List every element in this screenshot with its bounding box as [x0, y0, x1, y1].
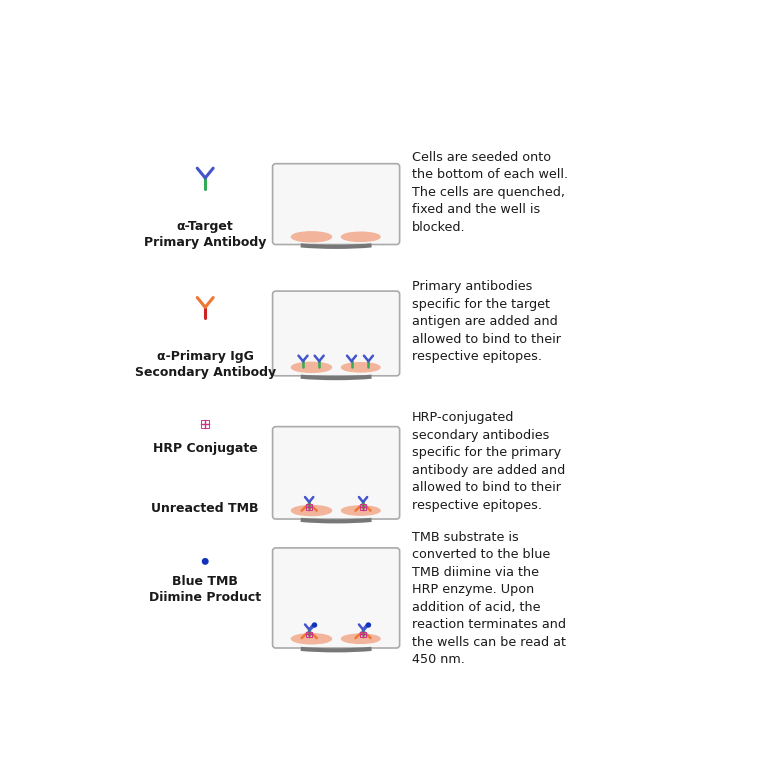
- Circle shape: [202, 558, 209, 565]
- Bar: [202, 420, 209, 428]
- Ellipse shape: [342, 506, 380, 515]
- Text: Cells are seeded onto
the bottom of each well.
The cells are quenched,
fixed and: Cells are seeded onto the bottom of each…: [412, 151, 568, 234]
- FancyBboxPatch shape: [273, 291, 400, 376]
- Text: α-Primary IgG
Secondary Antibody: α-Primary IgG Secondary Antibody: [134, 350, 276, 379]
- Text: Blue TMB
Diimine Product: Blue TMB Diimine Product: [149, 575, 261, 604]
- Ellipse shape: [342, 363, 380, 372]
- Text: HRP Conjugate: HRP Conjugate: [153, 442, 257, 455]
- Circle shape: [366, 623, 371, 628]
- Ellipse shape: [291, 231, 332, 242]
- Text: Primary antibodies
specific for the target
antigen are added and
allowed to bind: Primary antibodies specific for the targ…: [412, 280, 561, 364]
- Ellipse shape: [342, 634, 380, 643]
- Ellipse shape: [342, 232, 380, 241]
- FancyBboxPatch shape: [273, 163, 400, 244]
- Text: Unreacted TMB: Unreacted TMB: [151, 502, 259, 515]
- Ellipse shape: [291, 362, 332, 372]
- FancyBboxPatch shape: [273, 548, 400, 648]
- Circle shape: [312, 623, 317, 628]
- Bar: [306, 504, 312, 510]
- Text: HRP-conjugated
secondary antibodies
specific for the primary
antibody are added : HRP-conjugated secondary antibodies spec…: [412, 411, 565, 512]
- Ellipse shape: [291, 634, 332, 644]
- Text: α-Target
Primary Antibody: α-Target Primary Antibody: [144, 220, 267, 249]
- Bar: [361, 504, 366, 510]
- Bar: [306, 632, 312, 637]
- Text: TMB substrate is
converted to the blue
TMB diimine via the
HRP enzyme. Upon
addi: TMB substrate is converted to the blue T…: [412, 530, 565, 666]
- Bar: [361, 632, 366, 637]
- FancyBboxPatch shape: [273, 426, 400, 519]
- Ellipse shape: [291, 506, 332, 516]
